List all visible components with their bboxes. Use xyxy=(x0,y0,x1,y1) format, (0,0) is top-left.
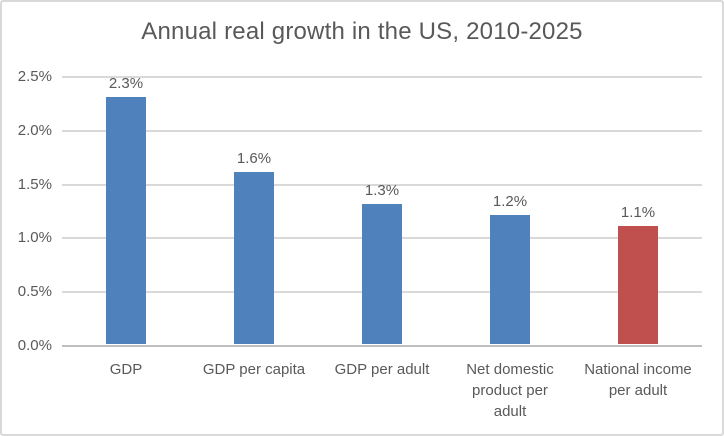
category-label: GDP xyxy=(109,361,143,378)
category-label: National income per adult xyxy=(584,361,692,399)
gridline xyxy=(62,183,702,186)
bar-value-label: 1.3% xyxy=(364,182,400,200)
x-axis-line xyxy=(62,345,702,347)
category-label: Net domestic product per adult xyxy=(466,361,554,420)
bar-value-label: 1.2% xyxy=(492,192,528,210)
chart-title: Annual real growth in the US, 2010-2025 xyxy=(141,18,583,45)
y-tick-label: 2.5% xyxy=(17,68,52,85)
bar-value-label: 1.6% xyxy=(236,149,272,167)
y-tick-label: 0.5% xyxy=(17,283,52,301)
bar-gdp-per-capita xyxy=(234,171,274,344)
y-tick-label: 2.0% xyxy=(17,121,52,139)
bar-value-label: 1.1% xyxy=(620,203,656,221)
y-tick-label: 1.5% xyxy=(17,175,52,193)
bar-gdp xyxy=(106,96,146,344)
category-label: GDP per capita xyxy=(202,361,306,378)
gridline xyxy=(62,76,702,78)
bar-national-income-per-adult xyxy=(618,225,658,344)
x-axis-labels: GDP GDP per capita GDP per adult Net domest… xyxy=(62,359,702,429)
gridline xyxy=(62,129,702,132)
y-tick-label: 1.0% xyxy=(17,229,52,247)
bar-net-domestic-product-per-adult xyxy=(490,214,530,344)
bar-gdp-per-adult xyxy=(362,204,402,344)
plot-area: 0.0% 0.5% 1.0% 1.5% 2.0% 2.5% 2.3% 1.6% 1.3% 1.2%… xyxy=(18,68,702,354)
bar-value-label: 2.3% xyxy=(108,74,144,92)
category-label: GDP per adult xyxy=(334,361,430,378)
y-tick-label: 0.0% xyxy=(17,337,52,354)
